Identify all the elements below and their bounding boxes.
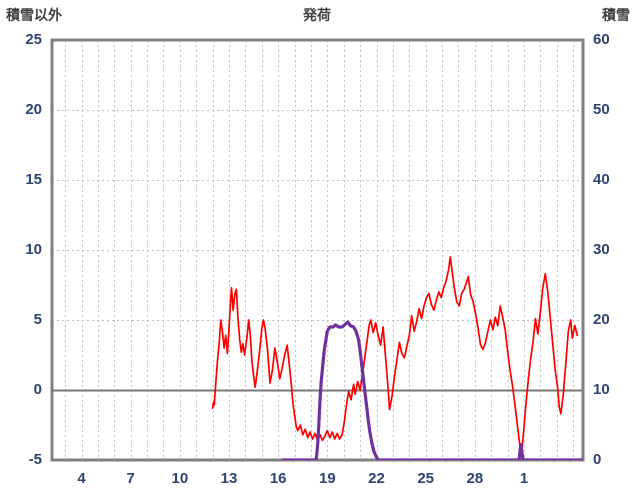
left-axis-title: 積雪以外 — [6, 7, 62, 23]
series-line-snow — [281, 320, 583, 460]
left-axis-tick-label: 0 — [33, 381, 42, 398]
x-axis-tick-label: 4 — [77, 470, 86, 487]
x-axis-tick-label: 1 — [519, 470, 529, 487]
x-axis-tick-label: 22 — [368, 470, 385, 487]
x-axis-tick-label: 13 — [220, 470, 238, 487]
x-axis-tick-label: 7 — [126, 470, 135, 487]
right-axis-tick-label: 50 — [593, 101, 610, 118]
x-axis-tick-label: 10 — [171, 470, 189, 487]
right-axis-title: 積雪 — [602, 7, 630, 23]
left-axis-tick-label: -5 — [28, 451, 42, 468]
left-axis-tick-label: 5 — [33, 311, 42, 328]
right-axis-tick-label: 30 — [593, 241, 610, 258]
right-axis-tick-label: 40 — [593, 171, 610, 188]
chart-title: 発荷 — [303, 7, 331, 23]
right-axis-tick-label: 20 — [593, 311, 610, 328]
x-axis-tick-label: 28 — [466, 470, 484, 487]
right-axis-tick-label: 60 — [593, 31, 610, 48]
left-axis-tick-label: 25 — [25, 31, 42, 48]
left-axis-tick-label: 15 — [25, 171, 42, 188]
series-line-other — [211, 256, 579, 456]
x-axis-tick-label: 16 — [269, 470, 287, 487]
left-axis-tick-label: 10 — [25, 241, 42, 258]
x-axis-tick-label: 19 — [318, 470, 336, 487]
x-axis-tick-label: 25 — [417, 470, 434, 487]
right-axis-tick-label: 10 — [593, 381, 610, 398]
left-axis-tick-label: 20 — [25, 101, 42, 118]
right-axis-tick-label: 0 — [593, 451, 602, 468]
